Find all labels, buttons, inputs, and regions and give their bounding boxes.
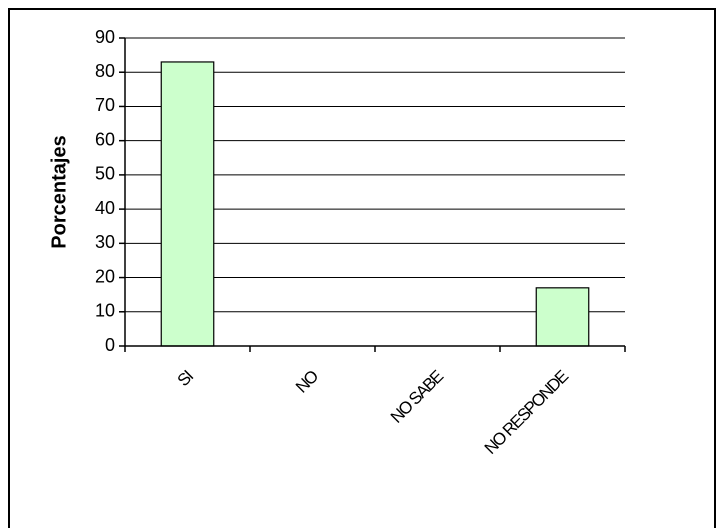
y-tick-label: 0: [105, 335, 115, 355]
x-tick-labels: SI NO NO SABE NO RESPONDE: [124, 346, 626, 458]
y-tick-label: 70: [95, 95, 115, 115]
y-tick-label: 60: [95, 129, 115, 149]
x-category-label: NO: [292, 366, 322, 396]
bar-si: [160, 61, 215, 347]
y-tick-label: 80: [95, 61, 115, 81]
y-tick-label: 90: [95, 27, 115, 47]
y-tick-label: 30: [95, 232, 115, 252]
y-tick-label: 10: [95, 301, 115, 321]
x-category-label: NO SABE: [387, 367, 447, 427]
y-axis-label: Porcentajes: [48, 135, 70, 248]
chart-frame: [8, 8, 716, 528]
bar-no-responde: [535, 287, 590, 347]
bars: [160, 61, 590, 347]
x-category-label: SI: [174, 367, 197, 390]
y-tick-label: 20: [95, 266, 115, 286]
x-category-label: NO RESPONDE: [481, 367, 572, 458]
y-tick-label: 50: [95, 164, 115, 184]
y-tick-labels: 0 10 20 30 40 50 60 70 80 90: [95, 27, 125, 355]
y-tick-label: 40: [95, 198, 115, 218]
